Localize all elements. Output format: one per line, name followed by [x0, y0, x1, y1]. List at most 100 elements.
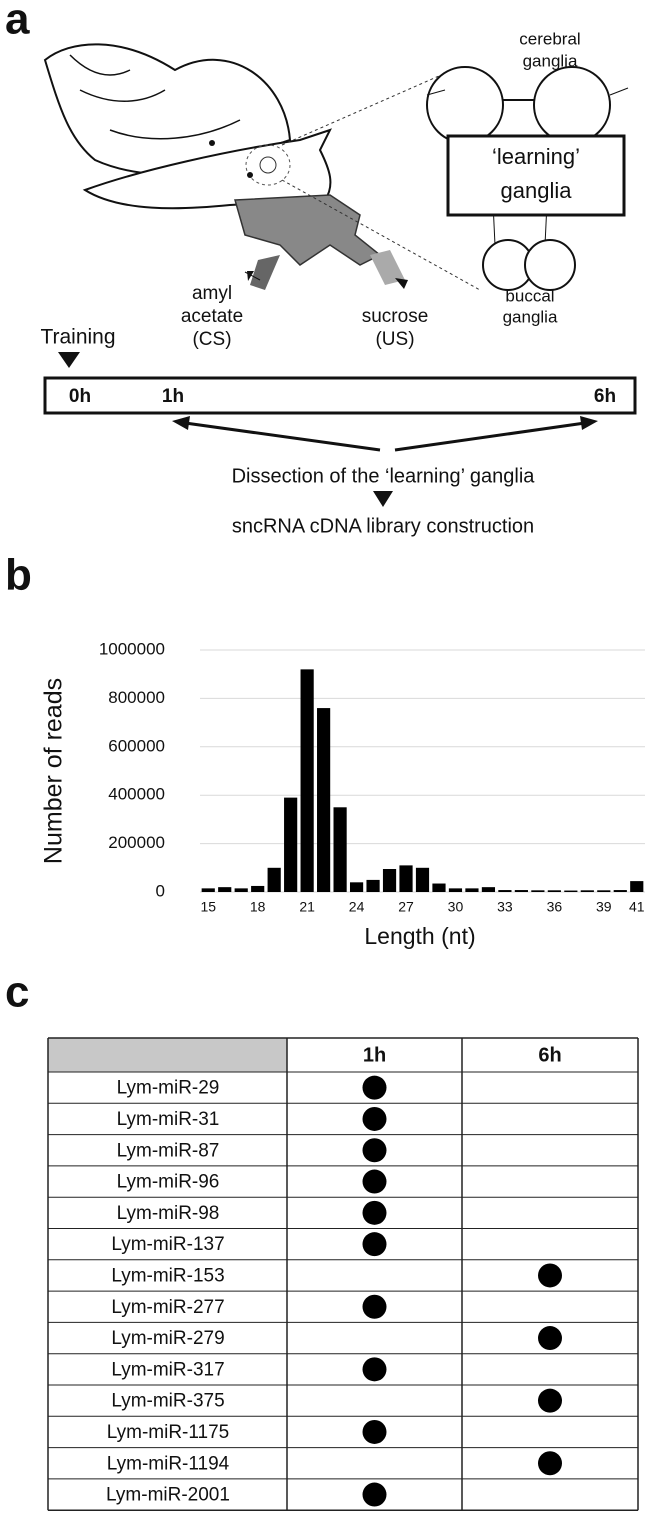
bar [234, 888, 248, 892]
bar [333, 807, 347, 892]
bar [201, 888, 215, 892]
label: ganglia [523, 51, 578, 70]
bar [514, 890, 528, 892]
bar [448, 888, 463, 892]
x-tick-label: 30 [448, 899, 464, 915]
bar [366, 879, 380, 892]
column-header: 1h [363, 1044, 386, 1066]
label: (US) [375, 329, 414, 350]
time-label: 6h [594, 386, 616, 407]
bar [267, 867, 281, 892]
bar [399, 865, 413, 892]
dot [362, 1294, 387, 1319]
bar [564, 890, 578, 892]
x-tick-label: 27 [398, 899, 414, 915]
row-label: Lym-miR-2001 [106, 1485, 230, 1506]
x-tick-label: 24 [349, 899, 365, 915]
label: amyl [192, 283, 232, 304]
y-tick-label: 800000 [108, 688, 165, 707]
x-tick-label: 41 [629, 899, 645, 915]
panel-label: c [5, 968, 29, 1017]
bar [630, 881, 644, 892]
label: Training [40, 326, 115, 349]
row-label: Lym-miR-29 [117, 1078, 220, 1099]
bar [284, 797, 298, 892]
panel-label: a [5, 0, 30, 44]
dot [538, 1326, 562, 1351]
label: sucrose [362, 306, 429, 327]
x-tick-label: 33 [497, 899, 513, 915]
bar [481, 887, 496, 892]
row-label: Lym-miR-31 [117, 1109, 220, 1130]
row-label: Lym-miR-153 [111, 1265, 224, 1286]
row-label: Lym-miR-1194 [107, 1453, 230, 1474]
label: buccal [505, 286, 554, 305]
bar [531, 890, 545, 892]
snail-drawing [43, 43, 637, 507]
x-tick-label: 21 [299, 899, 315, 915]
bar [349, 882, 364, 892]
bar [432, 883, 446, 892]
y-tick-label: 600000 [108, 736, 165, 755]
box-label: ganglia [501, 178, 573, 203]
row-label: Lym-miR-87 [117, 1140, 220, 1161]
dot [538, 1263, 562, 1288]
row-label: Lym-miR-1175 [107, 1422, 229, 1443]
label: ganglia [503, 307, 558, 326]
row-label: Lym-miR-98 [117, 1203, 220, 1224]
dot [538, 1388, 562, 1413]
label: sncRNA cDNA library construction [232, 515, 534, 537]
column-header: 6h [538, 1044, 561, 1066]
y-tick-label: 400000 [108, 785, 165, 804]
bar [613, 890, 627, 892]
y-tick-label: 1000000 [99, 639, 165, 658]
row-label: Lym-miR-317 [111, 1359, 224, 1380]
bar [300, 669, 314, 892]
dot [362, 1106, 387, 1131]
bar [218, 887, 232, 892]
dot [362, 1200, 387, 1225]
y-tick-label: 200000 [108, 833, 165, 852]
bar [317, 708, 331, 892]
bar [597, 890, 611, 892]
label: acetate [181, 306, 243, 327]
bar [580, 890, 594, 892]
dot [362, 1482, 387, 1507]
box-label: ‘learning’ [492, 144, 580, 169]
x-tick-label: 15 [200, 899, 216, 915]
label: Dissection of the ‘learning’ ganglia [232, 465, 536, 487]
x-tick-label: 36 [547, 899, 563, 915]
dot [362, 1232, 387, 1257]
row-label: Lym-miR-137 [111, 1234, 224, 1255]
x-tick-label: 18 [250, 899, 266, 915]
row-label: Lym-miR-96 [117, 1172, 220, 1193]
label: cerebral [519, 29, 580, 48]
header-cell [48, 1038, 287, 1072]
bar [382, 869, 397, 892]
chart: 0 200000 400000 600000 800000 1000000 15 18 21 24… [99, 639, 645, 915]
bar [465, 888, 479, 892]
bar [415, 867, 430, 892]
table: 1h 6h Lym-miR-29 Lym-miR-31 Lym-miR-87 Lym-mi… [47, 1037, 639, 1511]
dot [362, 1138, 387, 1163]
row-label: Lym-miR-277 [111, 1297, 224, 1318]
bar [251, 885, 265, 892]
y-axis-label: Number of reads [40, 678, 68, 864]
dot [362, 1419, 387, 1444]
x-tick-label: 39 [596, 899, 612, 915]
dot [362, 1357, 387, 1382]
time-label: 0h [69, 386, 91, 407]
row-label: Lym-miR-279 [111, 1328, 224, 1349]
dot [538, 1451, 562, 1476]
time-label: 1h [162, 386, 184, 407]
dot [362, 1169, 387, 1194]
bar [498, 890, 512, 892]
y-tick-label: 0 [156, 881, 165, 900]
x-axis-label: Length (nt) [364, 923, 475, 949]
label: (CS) [192, 329, 231, 350]
dot [362, 1075, 387, 1100]
bar [547, 890, 561, 892]
panel-label: b [5, 551, 32, 600]
row-label: Lym-miR-375 [111, 1391, 224, 1412]
